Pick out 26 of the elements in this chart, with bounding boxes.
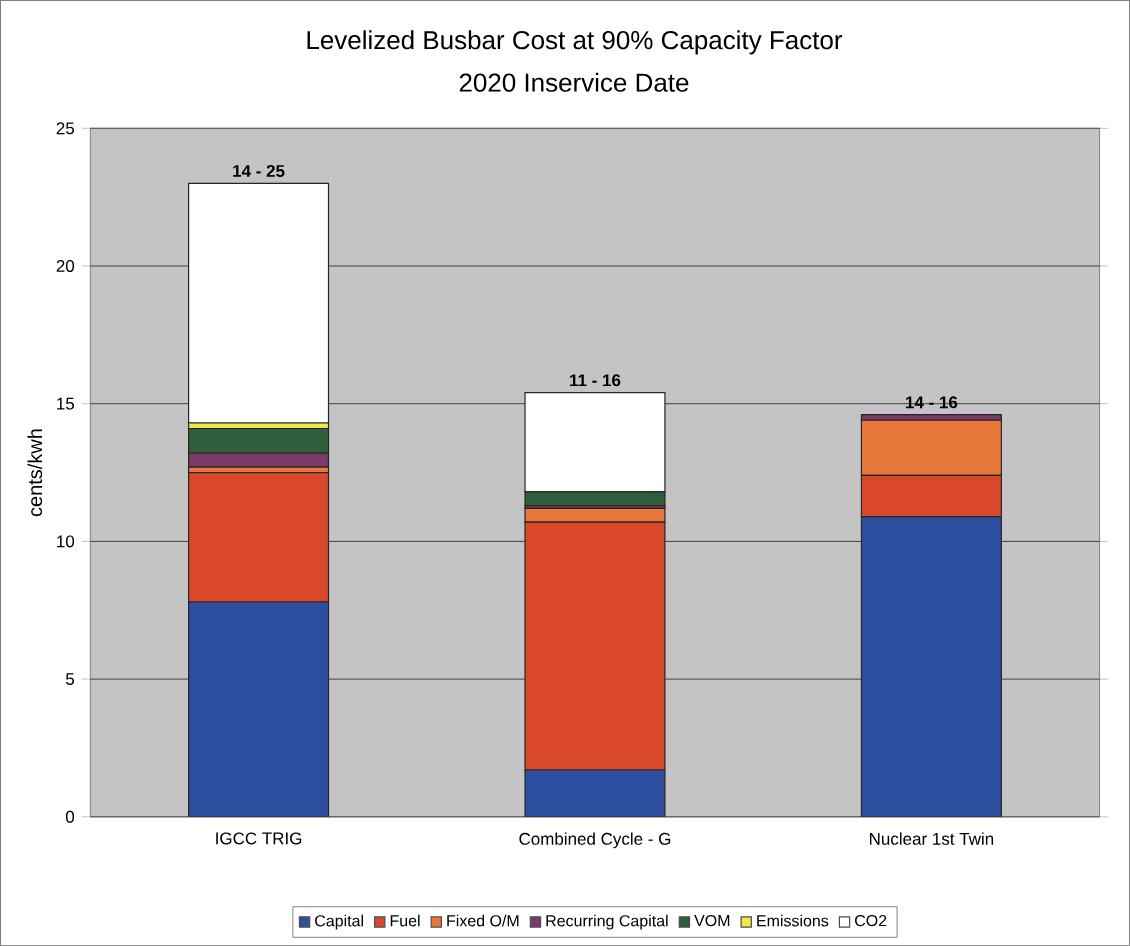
y-tick-label: 10 [57,535,75,548]
y-tick-label: 15 [57,397,75,410]
legend-label: VOM [694,914,730,927]
y-tick-label: 20 [56,259,75,272]
bar [188,182,330,424]
bar [188,601,330,817]
legend-label: Fixed O/M [447,914,519,927]
legend-label: Emissions [757,914,829,927]
chart-subtitle: 2020 Inservice Date [459,72,689,92]
legend-label: Capital [315,914,363,930]
x-tick-label: Nuclear 1st Twin [870,832,994,845]
legend-label: Recurring Capital [546,914,668,930]
bar [524,769,666,817]
total-label: 11 - 16 [570,374,621,387]
chart-title: Levelized Busbar Cost at 90% Capacity Factor [307,30,843,55]
bar [860,515,1002,817]
x-tick-label: Combined Cycle - G [519,832,671,849]
legend-label: Fuel [390,914,420,927]
y-tick-label: 0 [65,810,75,823]
x-tick-label: IGCC TRIG [216,832,302,845]
legend-label: CO2 [855,914,887,927]
total-label: 14 - 25 [233,164,285,177]
total-label: 14 - 16 [906,396,958,409]
y-tick-label: 5 [65,673,75,685]
y-axis-title: cents/kwh [27,429,43,517]
y-tick-label: 25 [56,122,75,135]
